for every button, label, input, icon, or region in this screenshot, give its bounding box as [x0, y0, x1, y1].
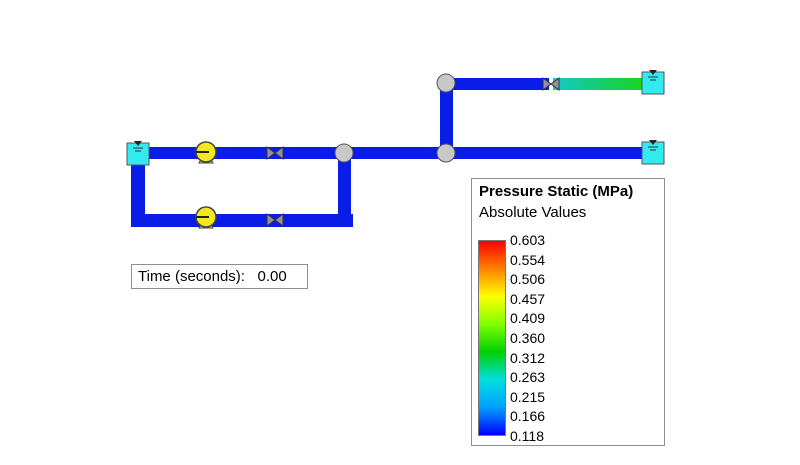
pump-2[interactable]: [195, 206, 217, 229]
legend-tick-label: 0.554: [510, 251, 546, 268]
junction-1[interactable]: [334, 143, 354, 163]
pump-1[interactable]: [195, 141, 217, 164]
pipe-loop-right[interactable]: [338, 153, 351, 227]
legend-tick-label: 0.360: [510, 330, 546, 346]
pressure-legend: Pressure Static (MPa) Absolute Values 0.…: [471, 178, 665, 446]
reservoir-source[interactable]: [126, 141, 150, 166]
reservoir-lower[interactable]: [641, 140, 665, 165]
time-readout: Time (seconds): 0.00: [131, 264, 308, 289]
junction-3[interactable]: [436, 73, 456, 93]
valve-1[interactable]: [266, 146, 284, 160]
legend-tick-label: 0.506: [510, 271, 546, 288]
legend-subtitle: Absolute Values: [479, 204, 587, 221]
time-value: 0.00: [257, 268, 287, 285]
pipe-top-branch[interactable]: [145, 147, 345, 159]
water-level-icon: [649, 140, 657, 145]
legend-tick-label: 0.603: [510, 232, 546, 248]
pipe-source-loop-left[interactable]: [131, 155, 145, 227]
junction-2[interactable]: [436, 143, 456, 163]
pipes: [131, 78, 645, 227]
pipe-bottom-branch[interactable]: [131, 214, 353, 227]
time-label: Time (seconds):: [138, 268, 245, 285]
pipe-riser[interactable]: [440, 83, 453, 153]
pipe-upper-branch[interactable]: [447, 78, 549, 90]
legend-tick-label: 0.409: [510, 310, 546, 327]
pipe-main-trunk[interactable]: [345, 147, 645, 159]
legend-title: Pressure Static (MPa): [479, 183, 634, 200]
legend-color-scale: [478, 240, 506, 436]
legend-tick-label: 0.118: [510, 428, 544, 444]
pipe-upper-gradient-segment[interactable]: [553, 78, 645, 90]
valve-3[interactable]: [542, 77, 560, 91]
legend-tick-label: 0.215: [510, 388, 546, 405]
legend-tick-label: 0.166: [510, 408, 546, 425]
legend-tick-label: 0.312: [510, 349, 546, 366]
legend-tick-label: 0.263: [510, 369, 546, 386]
water-level-icon: [649, 70, 657, 75]
legend-tick-label: 0.457: [510, 290, 546, 307]
valve-2[interactable]: [266, 213, 284, 227]
water-level-icon: [134, 141, 142, 146]
legend-tick-labels: 0.603 0.554 0.506 0.457 0.409 0.360 0.312 0.263…: [510, 230, 570, 446]
reservoir-upper[interactable]: [641, 70, 665, 95]
